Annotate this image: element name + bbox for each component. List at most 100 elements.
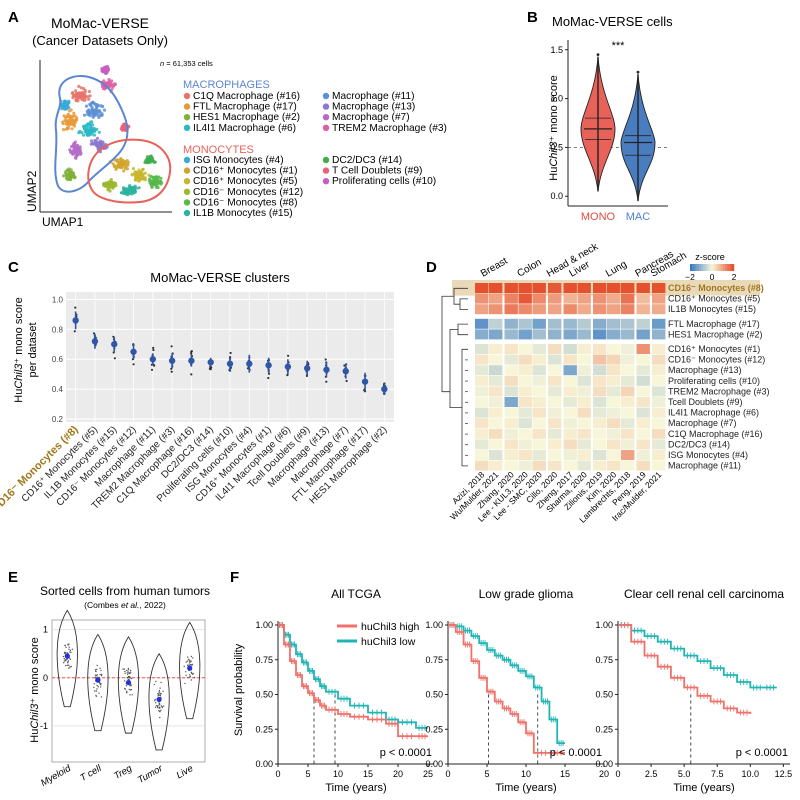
e-cell-point [63,662,65,664]
heatmap-cell [577,407,591,418]
heatmap-cell [607,293,621,304]
heatmap-cell [504,283,518,293]
e-cell-point [192,673,194,675]
umap-cell-dot [115,158,119,163]
panel-e-title: Sorted cells from human tumors [40,584,210,598]
legend-label: T Cell Doublets (#9) [332,166,422,177]
legend-swatch [183,103,191,110]
heatmap-cell [593,428,607,439]
umap-cell-dot [62,114,66,118]
survival-x-tick-label: 15 [560,769,570,779]
c-mean-point [342,367,349,375]
c-mean-point [381,385,388,393]
umap-cell-dot [61,128,66,132]
umap-cell-dot [154,183,158,187]
e-cell-point [96,664,98,667]
e-cell-point [188,663,190,665]
heatmap-cell [489,439,503,450]
umap-cell-dot [106,188,110,192]
survival-y-tick-label: 0.00 [595,759,613,769]
legend-label: FTL Macrophage (#17) [193,102,297,113]
e-cell-point [96,688,98,690]
dendrogram-branch [457,323,468,336]
umap-cell-dot [134,177,138,181]
heatmap-cell [593,460,607,471]
c-mean-point [246,360,253,367]
e-median-point [64,653,70,659]
heatmap-cell [548,329,562,340]
c-tick-label: 0.4 [52,385,64,394]
heatmap-cell [636,293,650,304]
heatmap-cell [652,460,666,471]
umap-cell-dot [90,107,94,111]
umap-cell-dot [106,82,110,86]
c-mean-point [111,341,118,348]
panel-e-ylabel: HuChil3⁺ mono score [29,637,41,742]
heatmap-cell [563,318,577,329]
survival-x-tick-label: 10 [333,769,343,779]
survival-y-tick-label: 0.75 [425,655,443,665]
heatmap-cell [475,460,489,471]
e-cell-point [64,659,67,661]
zscore-legend-swatch [712,264,715,271]
umap-cell-dot [144,160,149,164]
umap-cell-dot [87,89,91,94]
e-violin-treg [117,636,140,734]
c-mean-point [284,363,292,370]
heatmap-cell [593,318,607,329]
e-cell-point [125,691,128,694]
e-cell-point [130,688,133,691]
legend-swatch [322,114,330,121]
e-cell-point [96,684,98,687]
e-cell-point [67,660,70,662]
e-cell-point [158,706,161,708]
heatmap-cell [621,397,635,407]
c-dataset-point [73,330,76,333]
e-cell-point [127,668,130,670]
e-cell-point [67,662,69,664]
heatmap-cell [636,283,650,293]
heatmap-cell [621,283,635,293]
c-mean-point [226,360,234,367]
heatmap-cell [636,329,650,340]
heatmap-cell [607,304,621,315]
umap-cell-dot [78,146,82,150]
zscore-legend-swatch [707,264,710,271]
e-cell-point [93,686,95,689]
c-dataset-point [170,370,173,373]
umap-cell-dot [73,146,77,150]
e-cell-point [96,676,98,678]
umap-cell-dot [77,84,81,88]
umap-cell-dot [121,162,125,166]
e-cell-point [186,664,189,666]
e-cell-point [155,680,157,683]
umap-cell-dot [92,133,97,137]
legend-swatch [322,167,330,174]
e-cell-point [100,684,102,686]
e-cell-point [95,695,98,697]
umap-cell-dot [75,143,79,147]
panel-e: E Sorted cells from human tumors (Combes… [8,569,210,789]
b-tick-label: 0.5 [550,142,563,152]
legend-label: CD16⁺ Monocytes (#5) [193,176,297,187]
e-cell-point [129,677,131,679]
e-cell-point [69,666,71,668]
e-cell-point [185,671,187,673]
monocyte-outline [87,138,172,204]
e-cell-point [68,664,70,666]
survival-y-tick-label: 0.00 [255,759,273,769]
e-tick-label: 0 [43,673,48,683]
e-cell-point [97,686,99,688]
umap-cell-dot [82,133,86,137]
heatmap-cell [621,304,635,315]
c-tick-label: 0.2 [52,415,64,424]
survival-x-tick-label: 15 [363,769,373,779]
heatmap-cell [621,344,635,354]
umap-cell-dot [137,175,141,179]
heatmap-cell [489,329,503,340]
heatmap-cell [518,318,532,329]
heatmap-cell [593,450,607,460]
legend-swatch [322,124,330,131]
heatmap-cell [518,428,532,439]
c-mean-point [303,365,311,372]
